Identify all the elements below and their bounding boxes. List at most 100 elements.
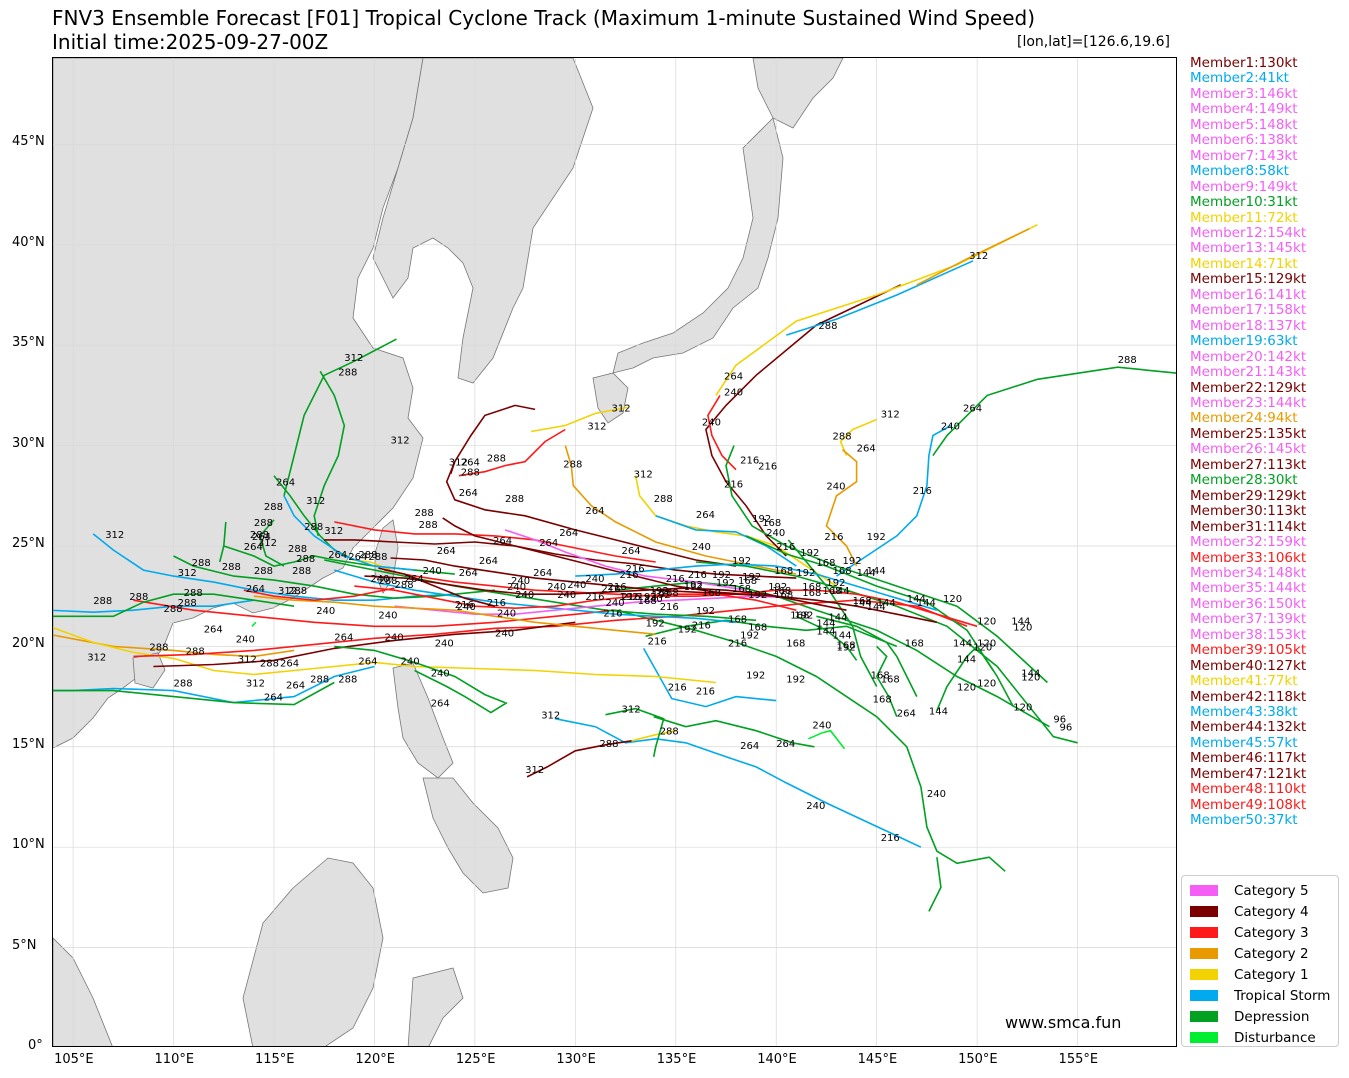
forecast-hour-label: 168 — [638, 596, 657, 607]
forecast-hour-label: 264 — [776, 739, 795, 750]
forecast-hour-label: 240 — [236, 634, 255, 645]
forecast-hour-label: 216 — [728, 638, 747, 649]
forecast-track — [655, 515, 797, 567]
forecast-track — [53, 593, 295, 618]
forecast-hour-label: 144 — [1011, 616, 1030, 627]
forecast-hour-label: 240 — [585, 574, 604, 585]
sumatra-malaysia — [53, 937, 113, 1046]
forecast-track — [786, 260, 974, 336]
forecast-hour-label: 240 — [378, 610, 397, 621]
member-intensity: Member29:129kt — [1190, 487, 1307, 504]
forecast-hour-label: 192 — [740, 630, 759, 641]
legend-label: Category 4 — [1234, 903, 1309, 920]
forecast-track — [642, 648, 777, 708]
forecast-hour-label: 144 — [877, 598, 896, 609]
forecast-hour-label: 288 — [654, 494, 673, 505]
member-intensity: Member21:143kt — [1190, 364, 1307, 381]
forecast-hour-label: 312 — [258, 538, 277, 549]
member-intensity: Member49:108kt — [1190, 796, 1307, 813]
member-intensity: Member9:149kt — [1190, 178, 1298, 195]
forecast-hour-label: 312 — [612, 403, 631, 414]
member-intensity: Member19:63kt — [1190, 333, 1298, 350]
forecast-hour-label: 216 — [692, 620, 711, 631]
lat-tick-label: 15°N — [12, 736, 45, 752]
forecast-hour-label: 168 — [660, 588, 679, 599]
legend-swatch — [1190, 990, 1218, 1001]
forecast-hour-label: 240 — [515, 590, 534, 601]
forecast-hour-label: 288 — [505, 494, 524, 505]
forecast-hour-label: 288 — [93, 596, 112, 607]
member-intensity: Member41:77kt — [1190, 673, 1298, 690]
forecast-hour-label: 192 — [712, 570, 731, 581]
forecast-hour-label: 264 — [897, 709, 916, 720]
forecast-track — [92, 533, 455, 602]
forecast-hour-label: 192 — [794, 610, 813, 621]
forecast-hour-label: 168 — [728, 614, 747, 625]
forecast-track — [253, 595, 656, 636]
forecast-track — [564, 445, 797, 575]
forecast-hour-label: 264 — [459, 568, 478, 579]
forecast-track — [53, 626, 716, 684]
forecast-hour-label: 288 — [250, 530, 269, 541]
forecast-hour-label: 264 — [493, 536, 512, 547]
forecast-hour-label: 288 — [358, 550, 377, 561]
forecast-hour-label: 240 — [606, 598, 625, 609]
forecast-hour-label: 216 — [824, 532, 843, 543]
forecast-hour-label: 312 — [634, 470, 653, 481]
forecast-hour-label: 288 — [149, 642, 168, 653]
forecast-hour-label: 144 — [831, 586, 850, 597]
member-intensity: Member28:30kt — [1190, 472, 1298, 489]
lat-tick-label: 25°N — [12, 535, 45, 551]
forecast-hour-label: 264 — [431, 699, 450, 710]
forecast-hour-label: 288 — [415, 508, 434, 519]
member-intensity: Member6:138kt — [1190, 132, 1298, 149]
forecast-hour-label: 312 — [622, 705, 641, 716]
forecast-track — [645, 619, 898, 648]
forecast-hour-label: 240 — [644, 594, 663, 605]
lat-tick-label: 40°N — [12, 234, 45, 250]
forecast-hour-label: 264 — [479, 556, 498, 567]
forecast-hour-label: 240 — [724, 387, 743, 398]
legend-item: Disturbance — [1190, 1027, 1338, 1048]
forecast-track — [324, 539, 797, 579]
forecast-track — [631, 729, 676, 742]
forecast-hour-label: 312 — [587, 422, 606, 433]
forecast-hour-label: 216 — [620, 570, 639, 581]
forecast-hour-label: 312 — [881, 410, 900, 421]
forecast-hour-label: 288 — [818, 321, 837, 332]
forecast-hour-label: 216 — [648, 636, 667, 647]
forecast-hour-label: 288 — [395, 580, 414, 591]
forecast-hour-label: 288 — [184, 588, 203, 599]
map-panel[interactable]: 96 120 144 168 192 240 264 168 192 216 240 264 288 28… — [52, 57, 1177, 1047]
forecast-hour-label: 288 — [487, 454, 506, 465]
forecast-hour-label: 216 — [666, 574, 685, 585]
forecast-track — [707, 394, 737, 471]
forecast-hour-label: 144 — [828, 612, 847, 623]
member-intensity: Member2:41kt — [1190, 70, 1289, 87]
forecast-hour-label: 120 — [943, 594, 962, 605]
forecast-hour-label: 216 — [758, 462, 777, 473]
forecast-hour-label: 144 — [816, 626, 835, 637]
legend-swatch — [1190, 1032, 1218, 1043]
forecast-hour-label: 312 — [278, 586, 297, 597]
forecast-hour-label: 192 — [768, 582, 787, 593]
forecast-track — [334, 521, 656, 563]
member-intensity: Member39:105kt — [1190, 642, 1307, 659]
philippines-south — [422, 777, 514, 894]
forecast-track — [795, 615, 858, 661]
forecast-hour-label: 288 — [164, 604, 183, 615]
forecast-track — [530, 406, 628, 433]
forecast-hour-label: 288 — [296, 554, 315, 565]
forecast-hour-label: 168 — [905, 638, 924, 649]
forecast-track — [825, 448, 858, 567]
forecast-hour-label: 120 — [977, 638, 996, 649]
forecast-hour-label: 192 — [652, 590, 671, 601]
hainan — [132, 652, 166, 689]
forecast-hour-label: 96 — [1053, 715, 1066, 726]
forecast-hour-label: 240 — [547, 582, 566, 593]
map-canvas[interactable]: 9612014416819224026416819221624026428828… — [53, 58, 1177, 1047]
forecast-track — [458, 428, 566, 477]
legend-swatch — [1190, 885, 1218, 896]
forecast-hour-label: 288 — [129, 592, 148, 603]
forecast-hour-label: 168 — [853, 596, 872, 607]
